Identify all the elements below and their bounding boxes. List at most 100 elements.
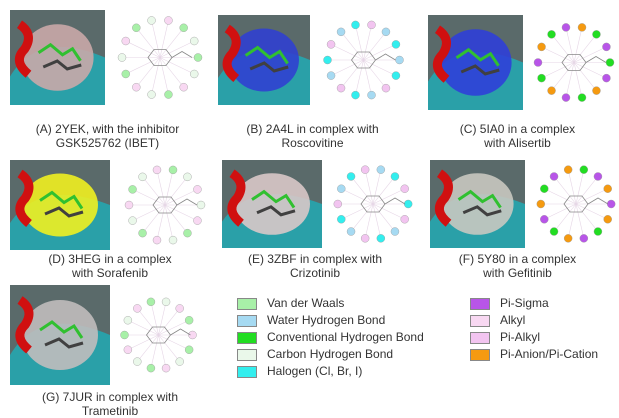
shape — [538, 74, 546, 82]
shape — [401, 215, 409, 223]
caption: (C) 5IA0 in a complexwith Alisertib — [420, 122, 615, 150]
shape — [164, 16, 172, 24]
shape — [139, 173, 147, 181]
shape — [176, 304, 184, 312]
shape — [132, 83, 140, 91]
legend-swatch — [470, 298, 490, 310]
shape — [180, 83, 188, 91]
caption: (D) 3HEG in a complexwith Sorafenib — [10, 252, 210, 280]
shape — [347, 172, 355, 180]
legend-swatch — [470, 315, 490, 327]
shape — [404, 200, 412, 208]
shape — [538, 43, 546, 51]
shape — [118, 54, 126, 62]
interaction-diagram — [529, 15, 619, 110]
shape — [401, 185, 409, 193]
shape — [139, 229, 147, 237]
caption-line: (B) 2A4L in complex with — [215, 122, 410, 136]
caption-line: (F) 5Y80 in a complex — [420, 252, 615, 266]
interaction-diagram — [116, 160, 214, 250]
shape — [361, 234, 369, 242]
protein-view — [428, 15, 523, 110]
shape — [548, 87, 556, 95]
legend-label: Pi-Alkyl — [500, 330, 540, 344]
shape — [564, 234, 572, 242]
shape — [148, 16, 156, 24]
shape — [351, 91, 359, 99]
caption-line: Trametinib — [10, 404, 210, 418]
shape — [337, 185, 345, 193]
shape — [382, 28, 390, 36]
shape — [133, 304, 141, 312]
legend-swatch — [237, 366, 257, 378]
protein-view — [218, 15, 310, 105]
legend-label: Halogen (Cl, Br, I) — [267, 364, 362, 378]
legend-swatch — [237, 315, 257, 327]
shape — [124, 346, 132, 354]
shape — [550, 228, 558, 236]
shape — [176, 358, 184, 366]
shape — [148, 91, 156, 99]
legend-label: Carbon Hydrogen Bond — [267, 347, 393, 361]
shape — [193, 185, 201, 193]
shape — [22, 174, 98, 237]
shape — [327, 72, 335, 80]
shape — [578, 23, 586, 31]
legend-label: Pi-Sigma — [500, 296, 549, 310]
shape — [564, 166, 572, 174]
legend-label: Water Hydrogen Bond — [267, 313, 385, 327]
interaction-diagram — [316, 15, 411, 105]
shape — [128, 335, 159, 350]
shape — [392, 40, 400, 48]
shape — [606, 59, 614, 67]
figure: {"panels": [ {"caption": ["(A) 2YEK, wit… — [0, 0, 619, 410]
shape — [368, 91, 376, 99]
shape — [153, 166, 161, 174]
shape — [334, 200, 342, 208]
legend-swatch — [470, 349, 490, 361]
shape — [578, 94, 586, 102]
shape — [396, 56, 404, 64]
shape — [22, 300, 98, 370]
shape — [128, 320, 159, 335]
shape — [129, 217, 137, 225]
protein-view — [10, 10, 105, 105]
protein-view — [430, 160, 525, 248]
caption-line: with Alisertib — [420, 136, 615, 150]
shape — [540, 215, 548, 223]
shape — [197, 201, 205, 209]
shape — [537, 200, 545, 208]
shape — [368, 21, 376, 29]
interaction-diagram — [116, 285, 201, 385]
caption-line: (E) 3ZBF in complex with — [215, 252, 415, 266]
shape — [337, 215, 345, 223]
shape — [391, 228, 399, 236]
shape — [125, 201, 133, 209]
shape — [392, 72, 400, 80]
shape — [607, 200, 615, 208]
shape — [337, 28, 345, 36]
caption-line: (G) 7JUR in complex with — [10, 390, 210, 404]
shape — [189, 331, 197, 339]
shape — [185, 346, 193, 354]
shape — [337, 84, 345, 92]
protein-view — [222, 160, 322, 248]
legend-swatch — [237, 332, 257, 344]
shape — [548, 30, 556, 38]
shape — [602, 74, 610, 82]
shape — [164, 91, 172, 99]
shape — [133, 358, 141, 366]
shape — [377, 234, 385, 242]
shape — [121, 331, 129, 339]
shape — [604, 215, 612, 223]
legend-label: Pi-Anion/Pi-Cation — [500, 347, 598, 361]
legend-label: Van der Waals — [267, 296, 344, 310]
caption-line: GSK525762 (IBET) — [10, 136, 205, 150]
shape — [153, 236, 161, 244]
shape — [193, 217, 201, 225]
caption-line: (C) 5IA0 in a complex — [420, 122, 615, 136]
protein-view — [10, 160, 110, 250]
caption-line: with Gefitinib — [420, 266, 615, 280]
caption: (E) 3ZBF in complex withCrizotinib — [215, 252, 415, 280]
